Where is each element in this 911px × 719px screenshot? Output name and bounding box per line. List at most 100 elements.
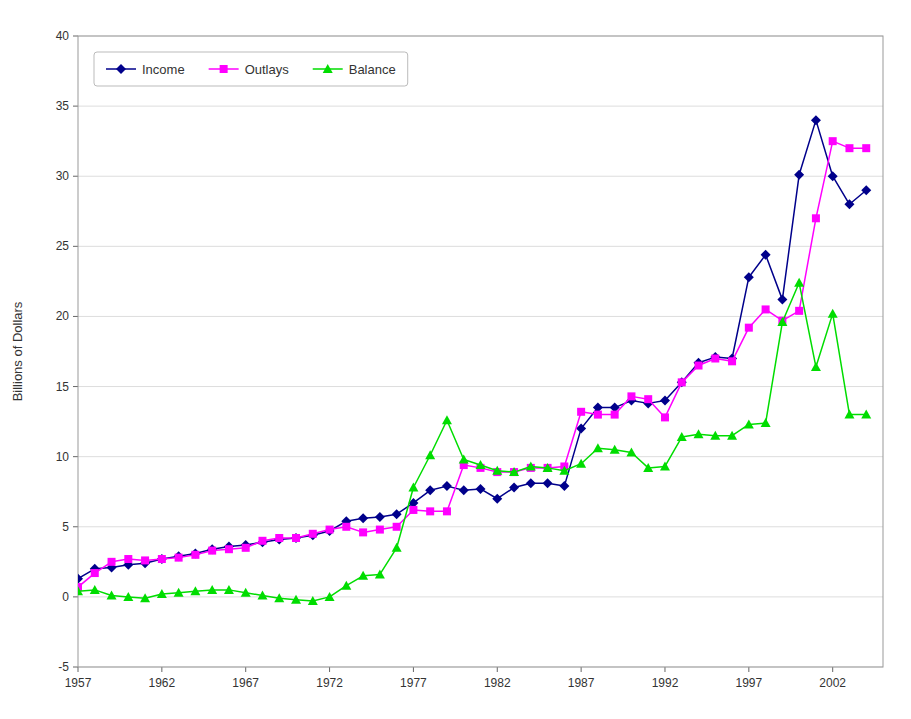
legend-item: Balance [313, 62, 396, 77]
data [78, 115, 871, 605]
line [78, 120, 866, 579]
point-marker [376, 526, 384, 534]
point-marker [425, 485, 435, 495]
point-marker [828, 171, 838, 181]
point-marker [492, 494, 502, 504]
legend-label: Outlays [245, 62, 290, 77]
point-marker [593, 443, 603, 452]
point-marker [509, 467, 519, 476]
point-marker [157, 554, 167, 564]
point-marker [794, 170, 804, 180]
point-marker [710, 352, 720, 362]
point-marker [326, 526, 334, 534]
point-marker [191, 551, 199, 559]
y-tick-label: 30 [56, 169, 70, 183]
point-marker [308, 530, 318, 540]
legend-item: Income [106, 62, 185, 77]
point-marker [861, 410, 871, 419]
point-marker [811, 362, 821, 371]
x-tick-label: 1997 [735, 676, 762, 690]
grid-line [78, 246, 883, 247]
point-marker [710, 431, 720, 440]
point-marker [190, 586, 200, 595]
point-marker [341, 581, 351, 590]
y-tick [73, 456, 78, 457]
point-marker [660, 461, 670, 470]
point-marker [175, 554, 183, 562]
point-marker [728, 357, 736, 365]
point-marker [577, 408, 585, 416]
point-marker [158, 555, 166, 563]
grid-line [78, 316, 883, 317]
x-tick-label: 1962 [149, 676, 176, 690]
point-marker [695, 362, 703, 370]
point-marker [78, 574, 83, 584]
y-tick-label: 0 [62, 590, 69, 604]
point-marker [308, 596, 318, 605]
point-marker [459, 454, 469, 463]
point-marker [292, 534, 300, 542]
point-marker [207, 585, 217, 594]
series [78, 137, 870, 591]
legend-key-marker [116, 64, 126, 74]
point-marker [108, 558, 116, 566]
point-marker [643, 463, 653, 472]
x-tick-label: 1987 [568, 676, 595, 690]
point-marker [660, 396, 670, 406]
point-marker [140, 593, 150, 602]
x-tick-label: 1967 [232, 676, 259, 690]
point-marker [694, 429, 704, 438]
point-marker [844, 410, 854, 419]
y-tick-label: 35 [56, 99, 70, 113]
point-marker [861, 185, 871, 195]
plot-frame [78, 36, 883, 667]
point-marker [242, 544, 250, 552]
point-marker [794, 278, 804, 287]
point-marker [795, 307, 803, 315]
point-marker [258, 537, 266, 545]
x-tick [748, 667, 749, 672]
point-marker [174, 588, 184, 597]
y-tick-label: 40 [56, 29, 70, 43]
y-tick [73, 667, 78, 668]
point-marker [644, 395, 652, 403]
point-marker [677, 377, 687, 387]
point-marker [124, 555, 132, 563]
point-marker [358, 571, 368, 580]
y-tick-label: 25 [56, 239, 70, 253]
legend-label: Income [142, 62, 185, 77]
chart: -505101520253035401957196219671972197719… [0, 0, 911, 719]
point-marker [392, 543, 402, 552]
grid-line [78, 386, 883, 387]
point-marker [425, 450, 435, 459]
x-tick [161, 667, 162, 672]
point-marker [812, 214, 820, 222]
point-marker [207, 544, 217, 554]
x-tick-label: 2002 [819, 676, 846, 690]
grid-line [78, 176, 883, 177]
y-tick [73, 596, 78, 597]
y-tick [73, 36, 78, 37]
line [78, 283, 866, 601]
y-tick-label: -5 [58, 660, 69, 674]
point-marker [862, 144, 870, 152]
series [78, 115, 871, 584]
point-marker [123, 592, 133, 601]
point-marker [745, 324, 753, 332]
point-marker [325, 592, 335, 601]
x-tick [78, 667, 79, 672]
point-marker [828, 309, 838, 318]
point-marker [157, 589, 167, 598]
legend-box [94, 52, 408, 86]
grid [78, 36, 883, 667]
x-tick-label: 1957 [65, 676, 92, 690]
point-marker [678, 378, 686, 386]
point-marker [442, 481, 452, 491]
point-marker [275, 534, 283, 542]
point-marker [392, 509, 402, 519]
point-marker [543, 463, 553, 472]
y-tick [73, 176, 78, 177]
grid-line [78, 106, 883, 107]
y-axis-label: Billions of Dollars [10, 301, 25, 401]
y-tick-label: 15 [56, 380, 70, 394]
